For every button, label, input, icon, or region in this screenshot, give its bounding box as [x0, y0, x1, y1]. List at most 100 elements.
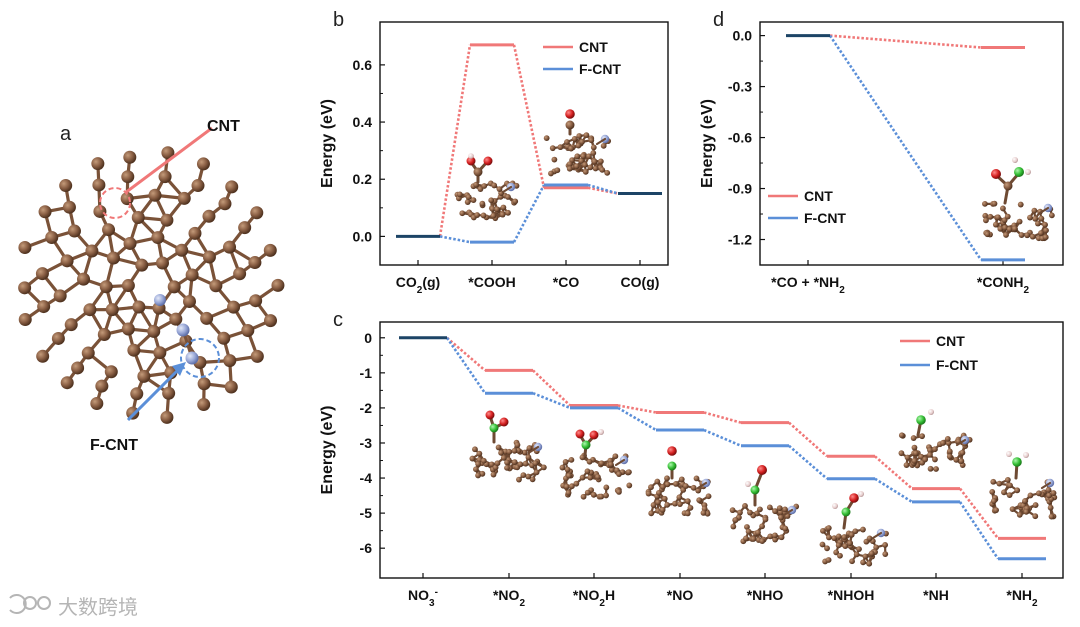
- carbon-atom: [158, 170, 172, 184]
- carbon-atom: [1038, 230, 1044, 236]
- connector-cnt: [788, 421, 828, 458]
- carbon-atom: [562, 458, 569, 465]
- carbon-atom: [566, 472, 572, 479]
- carbon-atom: [1018, 232, 1025, 238]
- carbon-atom: [59, 179, 73, 193]
- carbon-atom: [911, 444, 918, 451]
- cnt-label: CNT: [207, 118, 240, 135]
- carbon-atom: [525, 473, 532, 480]
- carbon-atom: [81, 346, 95, 360]
- oxygen-atom: [667, 446, 677, 456]
- carbon-atom: [238, 221, 252, 235]
- nitrogen-atom: [750, 485, 760, 495]
- carbon-atom: [217, 331, 231, 345]
- carbon-atom: [1034, 220, 1041, 227]
- carbon-atom: [1046, 492, 1052, 499]
- carbon-atom: [922, 456, 929, 463]
- fluorine-atom: [176, 323, 190, 337]
- carbon-atom: [53, 289, 67, 303]
- inset-cooh-icon: [454, 153, 520, 222]
- carbon-atom: [529, 476, 536, 483]
- connector-cnt: [532, 369, 571, 407]
- carbon-atom: [64, 318, 78, 332]
- category-label: *NHO: [747, 587, 784, 603]
- bond: [501, 185, 513, 194]
- panel-a: a CNT F-CNT: [18, 118, 285, 454]
- carbon-atom: [1006, 492, 1013, 499]
- carbon-atom: [612, 453, 619, 460]
- panel-label: c: [333, 309, 343, 331]
- carbon-atom: [130, 387, 144, 401]
- carbon-atom: [590, 491, 597, 498]
- carbon-atom: [1016, 511, 1023, 518]
- carbon-atom: [525, 454, 532, 461]
- carbon-atom: [1006, 226, 1013, 233]
- carbon-atom: [757, 506, 763, 513]
- carbon-atom: [700, 510, 707, 516]
- carbon-atom: [37, 300, 51, 314]
- carbon-atom: [470, 197, 477, 204]
- carbon-atom: [860, 559, 866, 566]
- category-label: *NO2: [493, 587, 525, 609]
- carbon-atom: [1017, 201, 1024, 208]
- carbon-atom: [565, 120, 575, 130]
- connector-f-cnt: [703, 428, 742, 447]
- carbon-atom: [772, 508, 779, 515]
- carbon-atom: [169, 312, 183, 326]
- carbon-atom: [684, 498, 691, 505]
- connector-cnt: [438, 44, 472, 237]
- carbon-atom: [695, 487, 702, 494]
- connector-cnt: [617, 404, 657, 414]
- carbon-atom: [496, 186, 503, 193]
- connector-cnt: [512, 44, 546, 189]
- carbon-atom: [592, 165, 599, 172]
- category-label: *NH: [923, 587, 949, 603]
- legend-label: F-CNT: [936, 357, 978, 373]
- carbon-atom: [882, 551, 889, 558]
- y-tick-label: -5: [360, 505, 373, 521]
- carbon-atom: [1022, 498, 1028, 504]
- inset-nh2-icon: [989, 451, 1058, 520]
- carbon-atom: [911, 457, 918, 464]
- carbon-atom: [759, 538, 766, 544]
- connector-f-cnt: [445, 337, 487, 394]
- carbon-atom: [77, 272, 91, 286]
- carbon-atom: [18, 312, 32, 326]
- carbon-atom: [946, 453, 953, 460]
- category-label: NO3-: [408, 587, 438, 609]
- inset-nhoh-icon: [819, 491, 889, 567]
- carbon-atom: [489, 205, 496, 212]
- carbon-atom: [912, 450, 919, 457]
- carbon-atom: [223, 240, 237, 254]
- carbon-atom: [473, 466, 479, 473]
- carbon-atom: [1045, 486, 1052, 493]
- legend-label: F-CNT: [804, 210, 846, 226]
- carbon-atom: [1031, 207, 1038, 214]
- carbon-atom: [837, 552, 843, 559]
- y-tick-label: -3: [360, 435, 373, 451]
- carbon-atom: [608, 467, 615, 473]
- carbon-atom: [654, 478, 661, 485]
- inset-conh2-icon: [982, 157, 1055, 242]
- carbon-atom: [959, 449, 966, 456]
- carbon-atom: [676, 494, 683, 501]
- carbon-atom: [946, 448, 953, 455]
- carbon-atom: [847, 540, 853, 547]
- carbon-atom: [982, 212, 989, 219]
- carbon-atom: [690, 484, 697, 491]
- legend-label: CNT: [936, 333, 965, 349]
- carbon-atom: [1004, 477, 1011, 483]
- carbon-atom: [588, 137, 595, 144]
- carbon-atom: [250, 349, 264, 363]
- carbon-atom: [819, 541, 826, 548]
- inset-nho-icon: [729, 465, 800, 545]
- carbon-atom: [645, 490, 652, 497]
- carbon-atom: [677, 501, 683, 508]
- carbon-atom: [626, 469, 632, 476]
- carbon-atom: [499, 211, 506, 218]
- nitrogen-atom: [916, 415, 926, 425]
- carbon-atom: [1024, 232, 1031, 239]
- fcnt-arrowhead-icon: [172, 362, 186, 376]
- carbon-atom: [481, 183, 488, 189]
- carbon-atom: [607, 461, 614, 468]
